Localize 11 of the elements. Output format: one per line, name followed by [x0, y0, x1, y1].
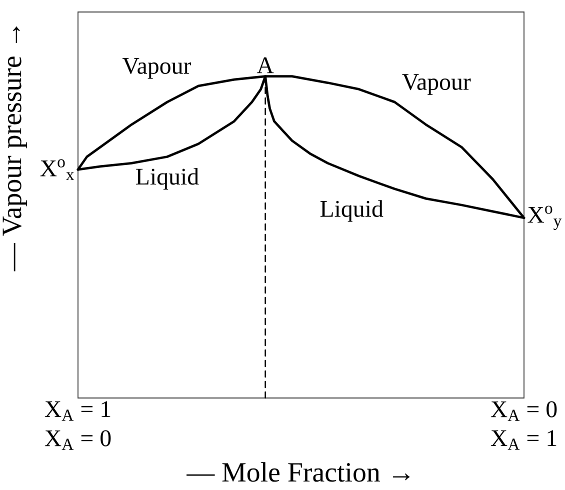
series-label: Liquid	[136, 168, 199, 190]
annotation: X$^{o}$x	[40, 159, 74, 180]
series-label: Liquid	[320, 200, 384, 222]
annotation: A	[256, 57, 274, 74]
text: Vapour	[402, 74, 471, 95]
y-axis-title: — Vapour pressure →	[2, 26, 28, 272]
x2-tick-label: X$_{A}$ = 0	[44, 430, 111, 450]
series-label: Vapour	[122, 58, 192, 79]
x2-tick-label: X$_{A}$ = 1	[490, 430, 556, 450]
x-axis-title: — Mole Fraction →	[186, 462, 410, 482]
annotation: X$^{o}$y	[528, 206, 562, 230]
